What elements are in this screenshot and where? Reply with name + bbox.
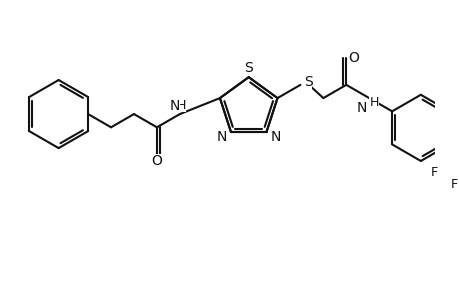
Text: S: S bbox=[244, 61, 252, 75]
Text: F: F bbox=[450, 178, 457, 191]
Text: O: O bbox=[151, 154, 162, 168]
Text: F: F bbox=[430, 166, 437, 179]
Text: O: O bbox=[347, 51, 358, 65]
Text: S: S bbox=[303, 75, 312, 89]
Text: H: H bbox=[177, 99, 186, 112]
Text: N: N bbox=[169, 99, 180, 112]
Text: N: N bbox=[270, 130, 280, 144]
Text: N: N bbox=[356, 100, 367, 115]
Text: F: F bbox=[458, 188, 459, 201]
Text: N: N bbox=[216, 130, 226, 144]
Text: H: H bbox=[369, 96, 378, 109]
